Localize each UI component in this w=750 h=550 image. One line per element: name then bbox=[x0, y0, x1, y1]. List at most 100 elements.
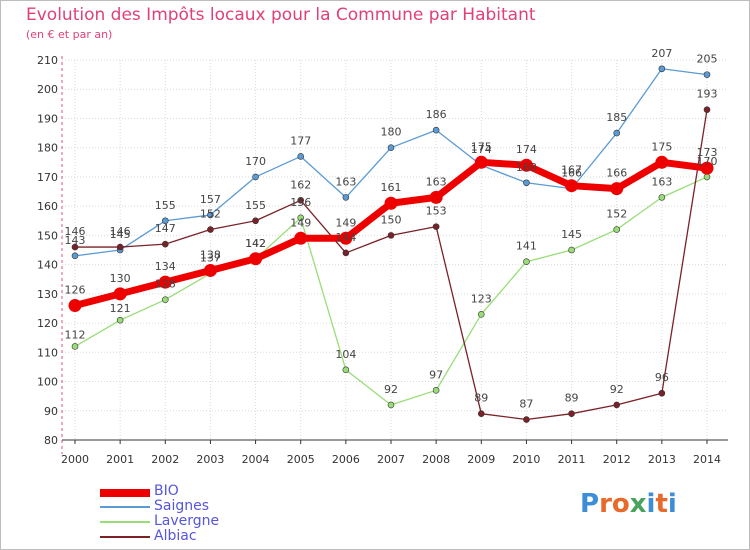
data-label: 153 bbox=[426, 205, 447, 218]
data-label: 145 bbox=[110, 228, 131, 241]
y-tick-label: 130 bbox=[37, 288, 58, 301]
data-point-saignes bbox=[297, 153, 305, 160]
data-label: 157 bbox=[200, 193, 221, 206]
data-point-bio bbox=[474, 155, 488, 169]
data-label: 89 bbox=[474, 392, 488, 405]
data-point-bio bbox=[519, 158, 533, 172]
data-point-saignes bbox=[703, 71, 711, 78]
legend-label: Lavergne bbox=[154, 513, 220, 529]
y-tick-label: 190 bbox=[37, 112, 58, 125]
data-label: 177 bbox=[290, 134, 311, 147]
data-point-bio bbox=[68, 299, 82, 313]
y-tick-label: 170 bbox=[37, 171, 58, 184]
y-tick-label: 200 bbox=[37, 83, 58, 96]
data-point-albiac bbox=[568, 410, 575, 417]
data-point-saignes bbox=[161, 217, 169, 225]
y-tick-label: 150 bbox=[37, 229, 58, 242]
x-tick-label: 2011 bbox=[558, 453, 586, 466]
data-label: 161 bbox=[381, 181, 402, 194]
data-point-saignes bbox=[613, 129, 621, 137]
data-label: 193 bbox=[697, 88, 718, 101]
data-label: 175 bbox=[651, 140, 672, 153]
data-label: 175 bbox=[471, 140, 492, 153]
data-point-albiac bbox=[523, 416, 530, 423]
data-point-lavergne bbox=[297, 214, 305, 222]
y-tick-label: 160 bbox=[37, 200, 58, 213]
legend-swatch bbox=[100, 521, 150, 523]
legend-swatch bbox=[100, 506, 150, 508]
data-label: 152 bbox=[606, 208, 627, 221]
x-tick-label: 2006 bbox=[332, 453, 360, 466]
x-tick-label: 2007 bbox=[377, 453, 405, 466]
data-point-lavergne bbox=[116, 316, 124, 324]
data-point-saignes bbox=[432, 126, 440, 134]
data-label: 126 bbox=[65, 284, 86, 297]
logo-letter: o bbox=[611, 489, 630, 519]
chart-subtitle: (en € et par an) bbox=[26, 28, 113, 41]
x-tick-label: 2004 bbox=[242, 453, 270, 466]
data-label: 207 bbox=[651, 47, 672, 60]
data-label: 152 bbox=[200, 208, 221, 221]
data-point-lavergne bbox=[523, 258, 530, 265]
data-label: 112 bbox=[65, 328, 86, 341]
data-point-albiac bbox=[207, 226, 214, 233]
data-label: 166 bbox=[561, 167, 582, 180]
y-tick-label: 110 bbox=[37, 346, 58, 359]
x-tick-label: 2010 bbox=[512, 453, 540, 466]
data-label: 167 bbox=[561, 164, 582, 177]
x-tick-label: 2012 bbox=[603, 453, 631, 466]
data-point-lavergne bbox=[161, 296, 169, 303]
x-tick-label: 2013 bbox=[648, 453, 676, 466]
data-point-lavergne bbox=[432, 387, 440, 394]
data-label: 138 bbox=[200, 248, 221, 261]
data-label: 146 bbox=[65, 225, 86, 238]
data-point-bio bbox=[339, 231, 353, 245]
data-point-albiac bbox=[161, 240, 169, 248]
data-point-lavergne bbox=[477, 311, 485, 318]
data-point-saignes bbox=[342, 194, 350, 201]
data-label: 104 bbox=[335, 348, 356, 361]
data-point-albiac bbox=[658, 389, 666, 397]
data-label: 185 bbox=[606, 111, 627, 124]
y-tick-label: 140 bbox=[37, 259, 58, 272]
data-point-lavergne bbox=[568, 246, 575, 254]
data-point-albiac bbox=[116, 243, 124, 251]
data-label: 163 bbox=[426, 175, 447, 188]
data-point-bio bbox=[565, 179, 579, 193]
data-label: 97 bbox=[429, 368, 443, 381]
data-label: 142 bbox=[245, 237, 266, 250]
data-label: 121 bbox=[110, 302, 131, 315]
data-label: 163 bbox=[651, 175, 672, 188]
data-point-saignes bbox=[252, 173, 259, 181]
data-point-lavergne bbox=[342, 366, 350, 374]
proxiti-logo: Proxiti bbox=[580, 489, 677, 519]
data-label: 92 bbox=[384, 383, 398, 396]
data-point-saignes bbox=[207, 211, 214, 219]
data-point-albiac bbox=[71, 243, 79, 251]
data-point-albiac bbox=[252, 217, 259, 225]
data-label: 149 bbox=[335, 216, 356, 229]
data-label: 170 bbox=[697, 155, 718, 168]
data-label: 174 bbox=[516, 143, 537, 156]
data-label: 150 bbox=[381, 213, 402, 226]
legend-label: Albiac bbox=[154, 528, 197, 544]
data-point-albiac bbox=[297, 197, 305, 204]
data-point-saignes bbox=[71, 252, 79, 260]
logo-letter: P bbox=[580, 489, 600, 519]
data-label: 155 bbox=[245, 199, 266, 212]
x-tick-label: 2000 bbox=[61, 453, 89, 466]
data-point-bio bbox=[429, 190, 443, 204]
y-tick-label: 210 bbox=[37, 54, 58, 67]
data-point-saignes bbox=[658, 65, 666, 73]
legend-swatch bbox=[100, 536, 150, 538]
data-label: 146 bbox=[110, 225, 131, 238]
data-point-lavergne bbox=[613, 226, 621, 233]
data-label: 149 bbox=[290, 216, 311, 229]
y-tick-label: 120 bbox=[37, 317, 58, 330]
legend-label: BIO bbox=[154, 483, 179, 499]
data-label: 170 bbox=[245, 155, 266, 168]
data-point-bio bbox=[610, 182, 624, 196]
data-point-saignes bbox=[387, 144, 395, 151]
data-label: 155 bbox=[155, 199, 176, 212]
y-tick-label: 80 bbox=[44, 434, 58, 447]
